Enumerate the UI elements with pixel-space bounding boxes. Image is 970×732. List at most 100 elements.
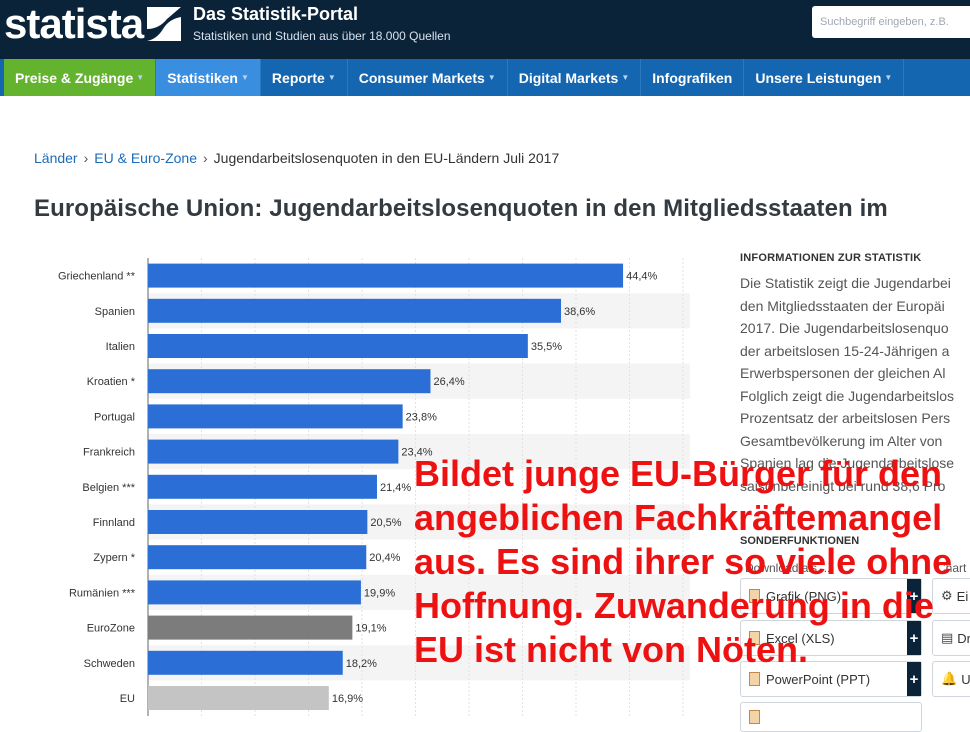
embed-button[interactable]: ⚙ Ei [932,578,970,614]
category-label: Griechenland ** [58,271,136,283]
bar [148,439,399,464]
download-xls-label: Excel (XLS) [766,630,835,646]
bar [148,404,403,429]
category-label: Finnland [93,517,135,529]
main-nav: Preise & Zugänge ▼ Statistiken ▼ Reporte ▼ … [0,59,970,96]
data-label: 18,2% [346,658,377,670]
download-xls-button[interactable]: Excel (XLS) + [740,620,922,656]
update-label: Up [961,671,970,687]
nav-label: Statistiken [167,69,238,86]
nav-infografiken[interactable]: Infografiken [641,59,745,96]
data-label: 16,9% [332,693,363,705]
info-heading: INFORMATIONEN ZUR STATISTIK [740,252,922,264]
bell-icon: 🔔 [941,671,958,686]
category-label: EU [120,693,135,705]
breadcrumb: Länder › EU & Euro-Zone › Jugendarbeitslosen… [34,150,559,166]
breadcrumb-link-laender[interactable]: Länder [34,150,78,166]
category-label: Spanien [95,306,135,318]
printer-icon: ▤ [941,630,954,645]
data-label: 26,4% [433,376,464,388]
bar [148,263,624,288]
download-pdf-button[interactable] [740,702,922,732]
page-title: Europäische Union: Jugendarbeitslosenquo… [34,195,888,222]
bar [148,369,431,394]
nav-preise[interactable]: Preise & Zugänge ▼ [4,59,157,96]
nav-label: Infografiken [652,69,733,86]
bar [148,650,343,675]
search-input[interactable] [812,6,970,38]
info-text: Die Statistik zeigt die Jugendarbei den … [740,272,970,497]
file-icon [749,710,760,724]
data-label: 38,6% [564,306,595,318]
nav-label: Reporte [271,69,325,86]
overlay-line: angeblichen Fachkräftemangel [414,497,943,538]
data-label: 23,8% [406,411,437,423]
bar [148,474,377,499]
bar [148,580,361,605]
breadcrumb-separator: › [202,150,208,166]
nav-label: Consumer Markets [358,69,485,86]
print-label: Dr [957,630,970,646]
gear-icon: ⚙ [941,588,953,603]
nav-reporte[interactable]: Reporte ▼ [261,59,348,96]
download-ppt-button[interactable]: PowerPoint (PPT) + [740,661,922,697]
bar [148,545,367,570]
caret-down-icon: ▼ [621,73,630,82]
overlay-line: Hoffnung. Zuwanderung in die [414,585,934,626]
category-label: Rumänien *** [69,587,136,599]
bar [148,615,353,640]
download-label: Download als ... [745,561,831,575]
info-line: Die Statistik zeigt die Jugendarbei [740,275,951,291]
top-header: statista Das Statistik-Portal Statistike… [0,0,970,59]
info-line: saisonbereinigt bei rund 38,6 Pro [740,477,946,494]
data-label: 35,5% [531,341,562,353]
statista-logo[interactable]: statista [4,0,182,47]
caret-down-icon: ▼ [327,73,336,82]
chart-label: Chart [937,561,967,575]
caret-down-icon: ▼ [136,73,145,82]
data-label: 19,1% [355,623,386,635]
portal-subtitle: Statistiken und Studien aus über 18.000 … [193,29,451,43]
nav-label: Preise & Zugänge [15,69,134,86]
bar [148,510,368,534]
plus-icon[interactable]: + [907,579,921,613]
overlay-line: EU ist nicht von Nöten. [414,629,809,670]
caret-down-icon: ▼ [241,73,249,82]
portal-title: Das Statistik-Portal [193,4,359,24]
plus-icon[interactable]: + [907,621,921,655]
overlay-comment-text: Bildet junge EU-Bürger für den angeblich… [414,452,970,672]
download-ppt-label: PowerPoint (PPT) [766,671,871,687]
bar [148,334,528,358]
image-file-icon [749,589,760,603]
category-label: Schweden [84,658,135,670]
download-png-button[interactable]: Grafik (PNG) + [740,578,922,614]
overlay-line: Bildet junge EU-Bürger für den [414,453,943,494]
info-line: der arbeitslosen 15-24-Jährigen a [740,342,950,359]
info-line: Prozentsatz der arbeitslosen Pers [740,410,951,426]
nav-consumer-markets[interactable]: Consumer Markets ▼ [348,59,508,96]
overlay-line: aus. Es sind ihrer so viele ohne [414,541,953,582]
plus-icon[interactable]: + [907,662,921,696]
info-line: den Mitgliedsstaaten der Europäi [740,297,945,314]
excel-file-icon [749,631,760,645]
caret-down-icon: ▼ [487,73,496,82]
info-line: Folglich zeigt die Jugendarbeitslos [740,387,955,404]
print-button[interactable]: ▤ Dr [932,620,970,656]
nav-statistiken[interactable]: Statistiken ▼ [156,59,261,96]
breadcrumb-link-eu[interactable]: EU & Euro-Zone [94,150,197,166]
category-label: Zypern * [93,552,135,564]
caret-down-icon: ▼ [884,73,893,82]
breadcrumb-separator: › [83,150,89,166]
info-line: Gesamtbevölkerung im Alter von [740,432,943,449]
category-label: EuroZone [87,623,135,635]
info-line: Erwerbspersonen der gleichen Al [740,365,946,381]
logo-mark-icon [147,7,182,41]
nav-unsere-leistungen[interactable]: Unsere Leistungen ▼ [744,59,905,96]
powerpoint-file-icon [749,672,760,686]
nav-label: Unsere Leistungen [755,69,882,86]
data-label: 20,5% [370,517,401,529]
update-button[interactable]: 🔔Up [932,661,970,697]
nav-digital-markets[interactable]: Digital Markets ▼ [508,59,642,96]
bar [148,686,329,710]
logo-text: statista [4,0,144,47]
